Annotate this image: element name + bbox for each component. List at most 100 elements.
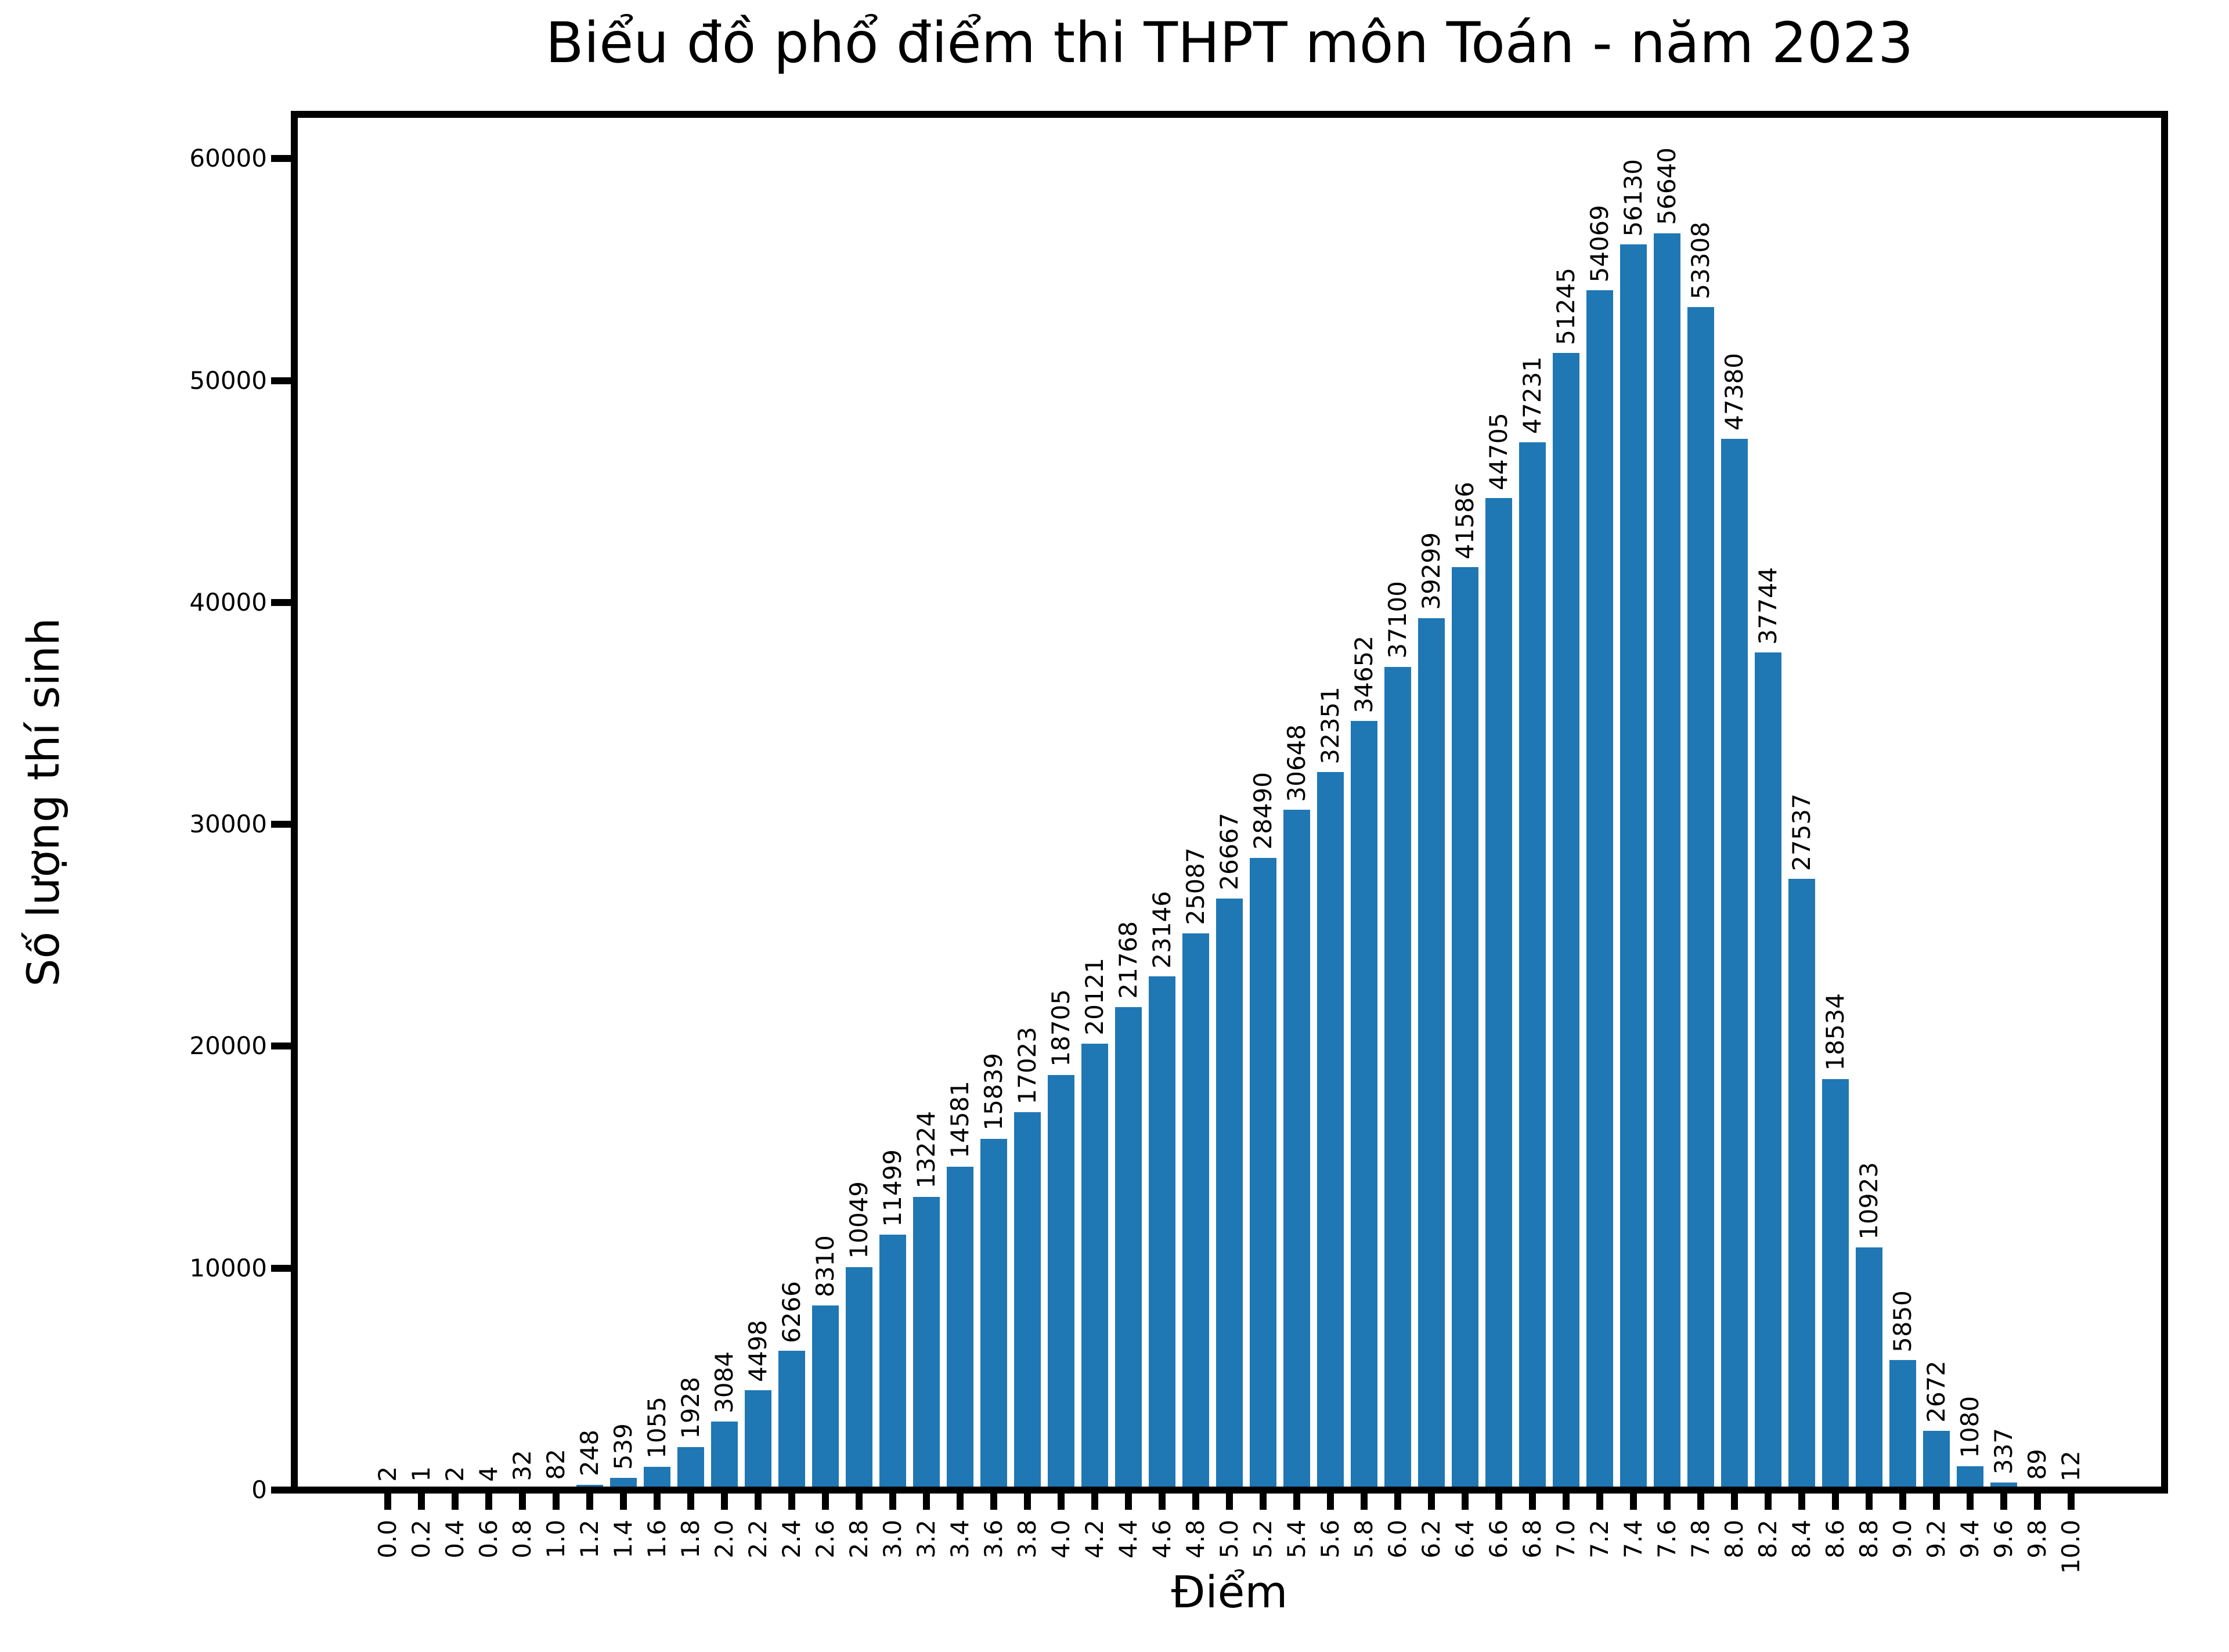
x-tick — [1563, 1490, 1570, 1510]
bar — [1687, 307, 1714, 1490]
bar-value-label: 37100 — [1383, 581, 1412, 659]
x-tick — [1192, 1490, 1199, 1510]
bar — [1283, 810, 1310, 1490]
x-tick-label: 0.4 — [441, 1520, 469, 1559]
x-tick-label: 6.0 — [1383, 1520, 1412, 1559]
x-tick — [755, 1490, 762, 1510]
x-tick — [1226, 1490, 1233, 1510]
x-tick — [1394, 1490, 1401, 1510]
x-tick-label: 5.8 — [1350, 1520, 1378, 1559]
x-tick — [1596, 1490, 1603, 1510]
bar — [1957, 1466, 1983, 1490]
bar-value-label: 13224 — [912, 1110, 940, 1189]
bar — [1384, 666, 1411, 1490]
x-tick-label: 6.2 — [1417, 1520, 1445, 1559]
bar-value-label: 18705 — [1047, 989, 1075, 1067]
bar — [1889, 1360, 1916, 1490]
bar — [812, 1305, 839, 1490]
bar-value-label: 28490 — [1249, 772, 1277, 850]
bar — [1014, 1112, 1041, 1490]
x-tick — [1765, 1490, 1772, 1510]
bar-value-label: 82 — [542, 1449, 570, 1480]
x-tick — [1697, 1490, 1704, 1510]
bar — [1048, 1074, 1074, 1490]
x-tick-label: 9.0 — [1888, 1520, 1917, 1559]
x-tick-label: 0.6 — [474, 1520, 503, 1559]
bar-value-label: 1928 — [676, 1377, 705, 1440]
x-tick-label: 0.8 — [508, 1520, 536, 1559]
x-tick-label: 9.4 — [1956, 1520, 1984, 1559]
x-tick-label: 1.4 — [609, 1520, 637, 1559]
x-tick-label: 8.6 — [1821, 1520, 1849, 1559]
bar — [1351, 721, 1377, 1490]
bar-value-label: 26667 — [1215, 813, 1243, 890]
x-tick — [856, 1490, 863, 1510]
x-tick — [1428, 1490, 1435, 1510]
x-tick-label: 2.6 — [811, 1520, 839, 1559]
y-tick-label: 30000 — [189, 810, 267, 839]
y-tick-label: 40000 — [189, 587, 267, 616]
bar-value-label: 3084 — [710, 1351, 738, 1414]
x-tick — [1967, 1490, 1974, 1510]
bar-value-label: 44705 — [1484, 412, 1513, 490]
x-tick-label: 3.4 — [946, 1520, 974, 1559]
x-tick-label: 6.6 — [1484, 1520, 1513, 1559]
x-axis-label: Điểm — [1171, 1566, 1288, 1618]
x-tick — [1899, 1490, 1906, 1510]
bar — [1182, 933, 1209, 1490]
bar — [1115, 1007, 1142, 1490]
bar-value-label: 5850 — [1888, 1290, 1917, 1352]
bar-value-label: 53308 — [1686, 221, 1715, 300]
bar — [1990, 1483, 2017, 1490]
x-tick-label: 3.2 — [912, 1520, 940, 1559]
x-tick-label: 4.8 — [1181, 1520, 1210, 1559]
x-tick — [384, 1490, 391, 1510]
bar-value-label: 6266 — [777, 1281, 806, 1343]
bar — [1721, 438, 1748, 1490]
bar-value-label: 1080 — [1956, 1395, 1984, 1458]
bar-value-label: 539 — [609, 1423, 637, 1470]
x-tick-label: 3.8 — [1013, 1520, 1041, 1559]
x-tick — [1832, 1490, 1839, 1510]
x-tick — [721, 1490, 728, 1510]
x-tick-label: 9.2 — [1922, 1520, 1950, 1559]
bar-value-label: 30648 — [1282, 724, 1311, 802]
bar — [1586, 290, 1613, 1490]
x-tick — [1024, 1490, 1031, 1510]
bar-value-label: 17023 — [1013, 1026, 1041, 1105]
x-tick-label: 9.8 — [2023, 1520, 2051, 1559]
x-tick-label: 7.0 — [1552, 1520, 1580, 1559]
x-tick-label: 1.6 — [643, 1520, 671, 1559]
x-tick — [1361, 1490, 1368, 1510]
x-tick — [957, 1490, 964, 1510]
bar-value-label: 10049 — [845, 1181, 873, 1259]
x-tick — [889, 1490, 896, 1510]
x-tick-label: 4.6 — [1148, 1520, 1176, 1559]
bar — [1452, 567, 1478, 1490]
bar-value-label: 4 — [474, 1466, 503, 1482]
x-tick — [788, 1490, 795, 1510]
bar — [1149, 976, 1175, 1490]
x-tick — [1260, 1490, 1267, 1510]
bar — [879, 1235, 906, 1490]
x-tick-label: 5.6 — [1316, 1520, 1344, 1559]
x-tick-label: 5.0 — [1215, 1520, 1243, 1559]
x-tick-label: 0.0 — [373, 1520, 402, 1559]
x-tick — [1058, 1490, 1065, 1510]
bar — [1250, 857, 1276, 1490]
bar-value-label: 2 — [373, 1466, 402, 1482]
bar-value-label: 8310 — [811, 1235, 839, 1298]
chart-title: Biểu đồ phổ điểm thi THPT môn Toán - năm… — [545, 10, 1914, 75]
bar — [1654, 233, 1680, 1490]
bar — [1923, 1430, 1950, 1490]
bar — [711, 1422, 738, 1490]
bar-value-label: 337 — [1989, 1427, 2018, 1475]
x-tick — [1327, 1490, 1334, 1510]
x-tick-label: 9.6 — [1989, 1520, 2018, 1559]
y-tick-label: 60000 — [189, 144, 267, 173]
x-tick — [654, 1490, 661, 1510]
bar-value-label: 4498 — [744, 1320, 772, 1383]
x-tick-label: 3.0 — [878, 1520, 907, 1559]
x-tick-label: 2.8 — [845, 1520, 873, 1559]
bar-value-label: 54069 — [1585, 204, 1614, 283]
